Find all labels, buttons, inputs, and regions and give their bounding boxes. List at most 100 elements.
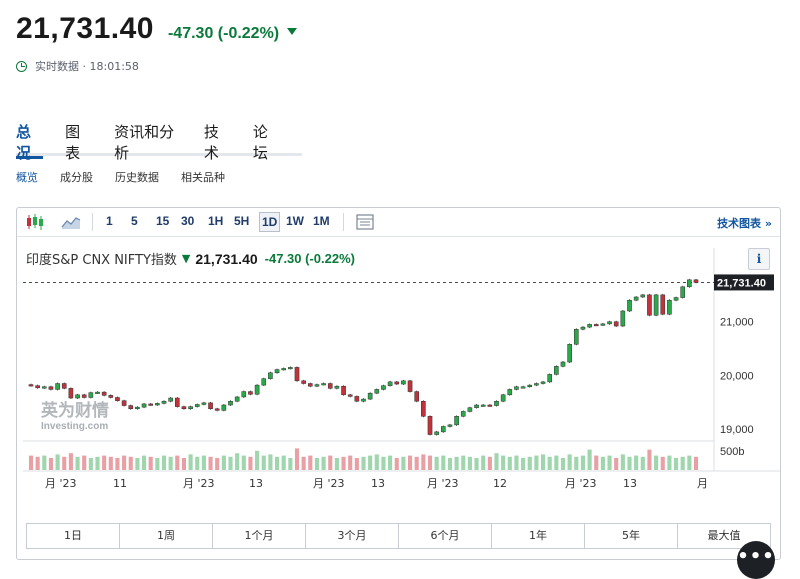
volume-bar: [614, 458, 619, 470]
volume-bar: [208, 456, 213, 470]
candle: [480, 404, 486, 407]
quote-header: 21,731.40 -47.30 (-0.22%): [16, 12, 298, 46]
tab-overview[interactable]: 总况: [16, 118, 44, 162]
volume-bar: [354, 458, 359, 470]
candle: [434, 431, 439, 435]
interval-5h[interactable]: 5H: [234, 214, 250, 228]
volume-bar: [554, 455, 559, 470]
technical-chart-link[interactable]: 技术图表 »: [717, 217, 772, 230]
interval-30[interactable]: 30: [181, 214, 195, 228]
sub-tabs: 概览 成分股 历史数据 相关品种: [16, 169, 247, 185]
volume-bar: [195, 456, 200, 470]
range-5y[interactable]: 5年: [585, 524, 678, 548]
candle: [214, 408, 220, 411]
volume-bar: [381, 456, 386, 470]
volume-bar: [401, 456, 406, 470]
tab-technical[interactable]: 技术: [203, 123, 219, 162]
chart-widget: 1 5 15 30 1H 5H 1D 1W 1M 技术图表 » 印度S&P CN…: [16, 207, 781, 560]
candle: [647, 294, 652, 316]
candle: [75, 394, 80, 399]
volume-bar: [308, 455, 313, 470]
volume-bar: [122, 455, 127, 470]
volume-bar: [461, 455, 466, 470]
volume-bar: [35, 456, 40, 470]
interval-1h[interactable]: 1H: [208, 214, 224, 228]
subtab-historical-data[interactable]: 历史数据: [115, 171, 159, 184]
volume-bar: [487, 456, 492, 470]
candle: [228, 400, 233, 406]
info-button[interactable]: i: [748, 248, 770, 270]
candle: [35, 385, 40, 389]
candle: [540, 381, 546, 384]
volume-bar: [474, 458, 479, 470]
candle: [268, 372, 273, 379]
volume-bar: [361, 456, 366, 470]
volume-bar: [88, 458, 93, 470]
subtab-related[interactable]: 相关品种: [181, 171, 225, 184]
subtab-components[interactable]: 成分股: [60, 171, 93, 184]
candle: [680, 286, 686, 298]
volume-bar: [687, 455, 692, 470]
tab-news-analysis[interactable]: 资讯和分析: [114, 123, 175, 162]
range-3m[interactable]: 3个月: [306, 524, 399, 548]
time-axis-label: 13: [371, 477, 385, 490]
candlestick-chart[interactable]: 19,000 20,000 21,000 500b 21,731.40 英为财情Inves…: [17, 208, 780, 519]
range-1d[interactable]: 1日: [27, 524, 120, 548]
candle: [534, 383, 539, 386]
candle: [620, 310, 626, 327]
subtab-summary[interactable]: 概览: [16, 171, 38, 184]
tab-chart[interactable]: 图表: [65, 123, 81, 162]
realtime-status: 实时数据 · 18:01:58: [16, 58, 139, 74]
candlestick-icon[interactable]: [25, 213, 45, 231]
volume-bar: [607, 455, 612, 470]
tab-forum[interactable]: 论坛: [252, 123, 268, 162]
candle: [68, 388, 74, 399]
candle: [633, 296, 639, 301]
interval-1w[interactable]: 1W: [286, 214, 304, 228]
volume-bar: [135, 458, 140, 470]
volume-bar: [281, 455, 286, 470]
candle: [607, 321, 612, 325]
volume-bar: [673, 458, 679, 470]
candle: [321, 383, 326, 386]
candle: [460, 411, 466, 417]
candle: [547, 374, 553, 383]
interval-1[interactable]: 1: [106, 214, 113, 228]
time-axis-label: 月 '23: [313, 477, 345, 490]
area-chart-icon[interactable]: [61, 213, 81, 231]
table-icon[interactable]: [355, 213, 375, 231]
range-max[interactable]: 最大值: [707, 529, 741, 542]
candle: [61, 383, 67, 389]
candle: [174, 397, 180, 407]
candle: [274, 369, 280, 374]
interval-15[interactable]: 15: [156, 214, 170, 228]
volume-bar: [494, 453, 499, 470]
candle: [500, 394, 506, 402]
candle: [155, 403, 160, 406]
interval-1d[interactable]: 1D: [259, 212, 281, 232]
volume-bar: [141, 455, 147, 470]
candle: [288, 367, 293, 370]
candle: [660, 294, 666, 315]
interval-5[interactable]: 5: [131, 214, 138, 228]
volume-bar: [161, 455, 167, 470]
candle: [208, 402, 213, 410]
interval-1m[interactable]: 1M: [313, 214, 330, 228]
range-1y[interactable]: 1年: [492, 524, 585, 548]
watermark-sub: Investing.com: [41, 421, 108, 432]
candle: [248, 391, 253, 395]
candle: [161, 400, 167, 404]
time-axis-label: 月 '23: [565, 477, 597, 490]
candle: [135, 406, 140, 410]
more-options-button[interactable]: •••: [737, 541, 775, 579]
candle: [467, 407, 473, 412]
volume-bar: [221, 455, 226, 470]
volume-bar: [580, 455, 586, 470]
candle: [115, 397, 120, 401]
volume-bar: [128, 456, 133, 470]
range-1w[interactable]: 1周: [120, 524, 213, 548]
range-6m[interactable]: 6个月: [399, 524, 492, 548]
volume-bar: [501, 455, 506, 470]
candle: [108, 395, 114, 398]
range-1m[interactable]: 1个月: [213, 524, 306, 548]
